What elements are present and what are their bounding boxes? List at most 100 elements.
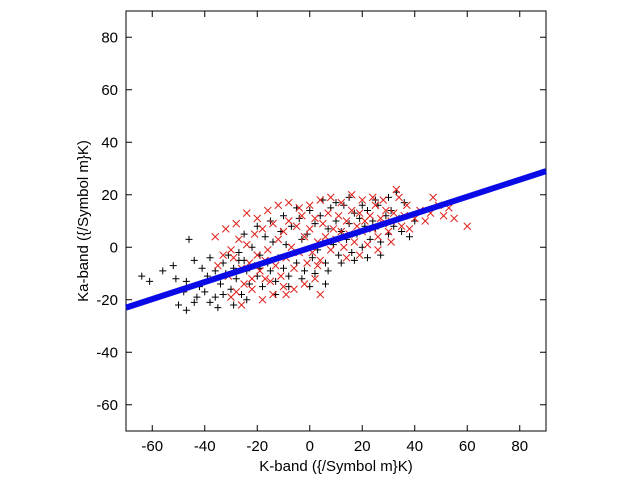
cross-point xyxy=(303,259,311,267)
cross-point xyxy=(214,261,222,270)
plus-point xyxy=(350,256,358,264)
plus-point xyxy=(190,256,198,264)
y-axis: -60 -40 -20 0 20 40 60 80 xyxy=(96,29,546,414)
cross-point xyxy=(269,219,277,228)
cross-point xyxy=(311,274,319,283)
y-axis-label: Ka-band ({/Symbol m}K) xyxy=(75,140,92,302)
cross-point xyxy=(347,206,356,215)
y-tick-label: 80 xyxy=(101,29,118,46)
cross-point xyxy=(253,251,262,259)
cross-point xyxy=(227,246,235,254)
plus-point xyxy=(324,225,332,233)
plus-point xyxy=(211,293,219,301)
plus-point xyxy=(206,298,214,306)
cross-point xyxy=(221,225,230,233)
cross-point xyxy=(266,277,275,286)
x-axis: -60 -40 -20 0 20 40 60 80 xyxy=(141,11,528,455)
cross-point xyxy=(368,193,377,202)
cross-point xyxy=(363,240,372,249)
plus-point xyxy=(261,233,269,241)
x-tick-label: 60 xyxy=(459,438,476,455)
cross-point xyxy=(263,246,272,254)
x-tick-label: 0 xyxy=(306,438,314,455)
plus-point xyxy=(358,201,366,209)
cross-point xyxy=(242,240,251,249)
cross-point xyxy=(287,243,296,252)
plus-point xyxy=(193,293,201,301)
plus-point xyxy=(232,275,240,283)
plus-point xyxy=(364,254,371,262)
cross-point xyxy=(337,198,346,207)
cross-point xyxy=(248,285,256,294)
cross-point xyxy=(379,196,388,204)
cross-point xyxy=(261,274,269,283)
plus-point xyxy=(348,249,356,256)
cross-point xyxy=(279,227,288,236)
cross-point xyxy=(229,253,238,262)
plus-point xyxy=(280,264,287,272)
cross-point xyxy=(350,238,359,246)
x-tick-label: 80 xyxy=(511,438,528,455)
cross-point xyxy=(397,222,406,231)
cross-point xyxy=(326,193,335,202)
cross-point xyxy=(355,209,364,217)
cross-point xyxy=(250,230,259,238)
cross-point xyxy=(342,253,351,262)
cross-point xyxy=(284,198,293,207)
plus-point xyxy=(406,233,413,241)
cross-point xyxy=(305,225,314,233)
cross-point xyxy=(403,201,411,210)
x-tick-label: -20 xyxy=(246,438,268,455)
cross-point xyxy=(387,238,395,246)
plus-point xyxy=(175,301,182,309)
plus-point xyxy=(259,283,266,291)
cross-point xyxy=(316,196,325,204)
cross-point xyxy=(256,267,264,275)
plus-point xyxy=(172,275,180,283)
cross-point xyxy=(258,295,267,304)
cross-point xyxy=(284,217,293,225)
cross-point xyxy=(305,201,314,210)
x-tick-label: 40 xyxy=(406,438,423,455)
cross-point xyxy=(274,201,283,210)
cross-point xyxy=(334,211,343,220)
cross-point xyxy=(277,272,285,280)
cross-point xyxy=(340,243,348,252)
cross-point xyxy=(258,225,267,233)
cross-point xyxy=(290,285,298,294)
plus-point xyxy=(311,220,319,228)
cross-point xyxy=(463,222,472,231)
cross-point xyxy=(395,193,403,202)
cross-point xyxy=(279,282,288,291)
cross-point xyxy=(450,214,458,223)
cross-point xyxy=(240,280,248,288)
plus-point xyxy=(235,249,243,256)
cross-point xyxy=(253,214,262,223)
cross-point xyxy=(329,225,338,233)
plus-point xyxy=(214,304,222,312)
plus-point xyxy=(285,272,293,280)
cross-point xyxy=(290,264,298,273)
plus-point xyxy=(219,291,227,298)
cross-point xyxy=(248,274,256,283)
plot-area: -60 -40 -20 0 20 40 60 80 -60 -40 -20 0 20 40 60 80 xyxy=(96,10,547,455)
cross-point xyxy=(316,290,325,299)
plus-point xyxy=(266,267,274,275)
cross-point xyxy=(271,261,280,270)
cross-point xyxy=(326,246,335,254)
plus-point xyxy=(217,280,224,288)
y-tick-label: 20 xyxy=(101,187,118,204)
plus-point xyxy=(335,251,343,259)
cross-point xyxy=(389,209,398,217)
plus-point xyxy=(240,230,248,238)
plus-point xyxy=(198,264,206,272)
cross-point xyxy=(439,211,448,220)
cross-point xyxy=(374,232,382,241)
cross-point xyxy=(347,190,356,199)
cross-point xyxy=(282,290,290,299)
plus-point xyxy=(230,301,238,309)
cross-point xyxy=(269,290,277,299)
y-tick-label: 40 xyxy=(101,134,118,151)
cross-point xyxy=(263,206,272,215)
